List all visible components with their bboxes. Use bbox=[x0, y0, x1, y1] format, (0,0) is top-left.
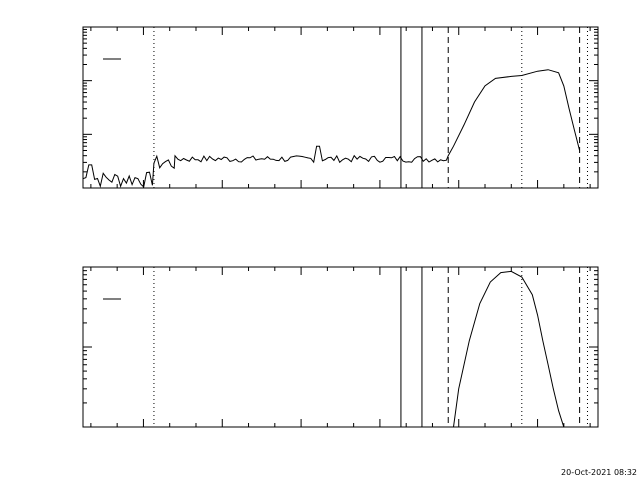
hi-panel bbox=[82, 266, 599, 428]
series-line bbox=[82, 69, 581, 188]
plot-frame bbox=[82, 26, 599, 189]
plot-frame bbox=[82, 266, 599, 428]
footer-timestamp: 20-Oct-2021 08:32 bbox=[561, 468, 637, 477]
series-line bbox=[453, 270, 565, 428]
lo-panel bbox=[82, 26, 599, 189]
